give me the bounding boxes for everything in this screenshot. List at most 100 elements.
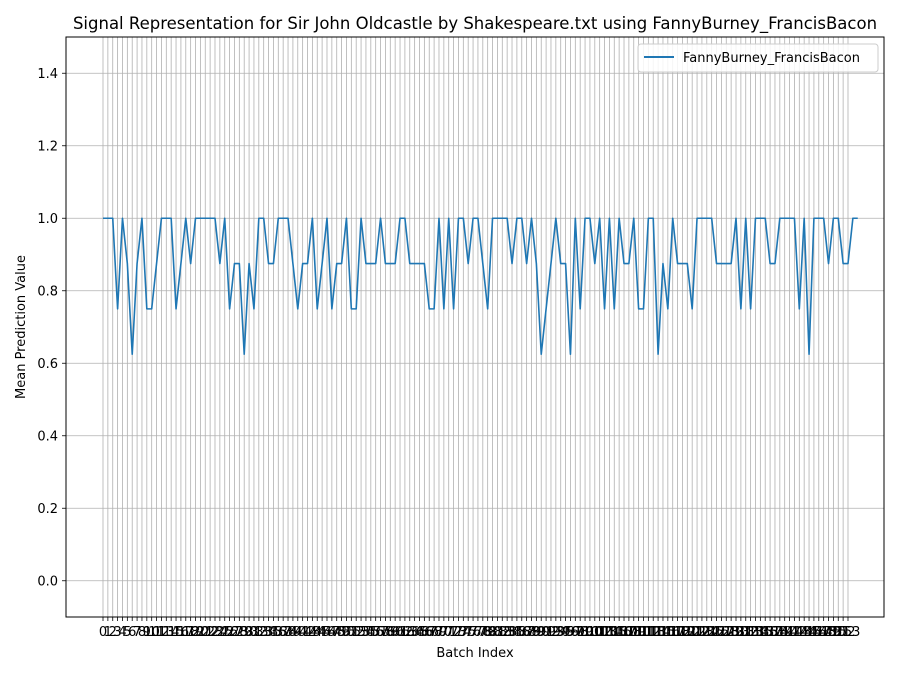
x-tick-label: 70 xyxy=(436,625,453,640)
x-tick-label: 16 xyxy=(173,625,190,640)
x-tick-label: 20 xyxy=(192,625,209,640)
x-tick-label: 125 xyxy=(699,625,724,640)
x-tick-label: 133 xyxy=(738,625,763,640)
x-tick-label: 144 xyxy=(792,625,817,640)
x-tick-label: 153 xyxy=(836,625,861,640)
x-tick-label: 34 xyxy=(260,625,277,640)
x-tick-label: 92 xyxy=(543,625,560,640)
x-tick-label: 67 xyxy=(421,625,438,640)
y-tick-label: 0.2 xyxy=(37,502,58,517)
x-tick-label: 132 xyxy=(733,625,758,640)
x-tick-label: 150 xyxy=(821,625,846,640)
x-tick-label: 57 xyxy=(372,625,389,640)
x-tick-label: 112 xyxy=(636,625,661,640)
x-tick-label: 74 xyxy=(455,625,472,640)
x-tick-label: 116 xyxy=(655,625,680,640)
x-tick-label: 17 xyxy=(178,625,195,640)
x-tick-label: 6 xyxy=(128,625,136,640)
x-tick-label: 29 xyxy=(236,625,253,640)
x-tick-label: 56 xyxy=(367,625,384,640)
x-tick-label: 21 xyxy=(197,625,214,640)
x-tick-label: 49 xyxy=(333,625,350,640)
x-tick-label: 129 xyxy=(719,625,744,640)
x-tick-label: 146 xyxy=(802,625,827,640)
x-tick-label: 142 xyxy=(782,625,807,640)
x-tick-label: 126 xyxy=(704,625,729,640)
x-tick-label: 96 xyxy=(562,625,579,640)
x-tick-label: 98 xyxy=(572,625,589,640)
x-tick-label: 38 xyxy=(280,625,297,640)
x-tick-label: 113 xyxy=(641,625,666,640)
x-tick-label: 27 xyxy=(226,625,243,640)
x-axis-label: Batch Index xyxy=(436,646,514,661)
grid xyxy=(66,37,884,617)
x-tick-label: 66 xyxy=(416,625,433,640)
x-tick-label: 135 xyxy=(748,625,773,640)
x-tick-label: 72 xyxy=(445,625,462,640)
x-tick-label: 33 xyxy=(255,625,272,640)
x-tick-label: 119 xyxy=(670,625,695,640)
x-tick-label: 105 xyxy=(602,625,627,640)
x-tick-label: 137 xyxy=(758,625,783,640)
y-tick-label: 1.2 xyxy=(37,139,58,154)
x-tick-label: 124 xyxy=(694,625,719,640)
x-tick-label: 93 xyxy=(548,625,565,640)
y-tick-label: 0.4 xyxy=(37,429,58,444)
x-tick-label: 102 xyxy=(587,625,612,640)
y-axis-label: Mean Prediction Value xyxy=(14,255,29,399)
x-tick-label: 106 xyxy=(607,625,632,640)
x-tick-label: 140 xyxy=(772,625,797,640)
x-tick-label: 88 xyxy=(523,625,540,640)
chart-title: Signal Representation for Sir John Oldca… xyxy=(73,14,877,34)
x-tick-label: 61 xyxy=(392,625,409,640)
x-tick-label: 0 xyxy=(99,625,107,640)
x-tick-label: 84 xyxy=(504,625,521,640)
x-tick-label: 141 xyxy=(777,625,802,640)
y-axis-ticks: 0.0 0.2 0.4 0.6 0.8 1.0 1.2 1.4 xyxy=(37,67,66,589)
x-tick-label: 51 xyxy=(343,625,360,640)
x-tick-label: 54 xyxy=(358,625,375,640)
plot-frame xyxy=(65,36,885,618)
x-tick-label: 130 xyxy=(724,625,749,640)
x-tick-label: 121 xyxy=(680,625,705,640)
x-tick-label: 79 xyxy=(479,625,496,640)
x-tick-label: 85 xyxy=(509,625,526,640)
x-tick-label: 1 xyxy=(104,625,112,640)
x-tick-label: 139 xyxy=(767,625,792,640)
x-tick-label: 14 xyxy=(163,625,180,640)
x-tick-label: 4 xyxy=(118,625,126,640)
x-tick-label: 35 xyxy=(265,625,282,640)
x-tick-label: 104 xyxy=(597,625,622,640)
x-tick-label: 83 xyxy=(499,625,516,640)
x-tick-label: 99 xyxy=(577,625,594,640)
x-tick-label: 68 xyxy=(426,625,443,640)
x-tick-label: 9 xyxy=(143,625,151,640)
x-tick-label: 52 xyxy=(348,625,365,640)
x-tick-label: 28 xyxy=(231,625,248,640)
x-tick-label: 50 xyxy=(338,625,355,640)
x-tick-label: 122 xyxy=(685,625,710,640)
x-tick-label: 76 xyxy=(465,625,482,640)
y-tick-label: 0.6 xyxy=(37,357,58,372)
x-tick-label: 136 xyxy=(753,625,778,640)
x-tick-label: 36 xyxy=(270,625,287,640)
x-tick-label: 32 xyxy=(251,625,268,640)
x-tick-label: 82 xyxy=(494,625,511,640)
x-tick-label: 26 xyxy=(221,625,238,640)
x-tick-label: 23 xyxy=(207,625,224,640)
x-tick-label: 3 xyxy=(113,625,121,640)
legend-label: FannyBurney_FrancisBacon xyxy=(683,51,860,66)
x-tick-label: 143 xyxy=(787,625,812,640)
x-tick-label: 101 xyxy=(582,625,607,640)
x-tick-label: 59 xyxy=(382,625,399,640)
x-tick-label: 24 xyxy=(212,625,229,640)
x-tick-label: 100 xyxy=(578,625,603,640)
series-lines xyxy=(103,217,858,355)
x-tick-label: 69 xyxy=(431,625,448,640)
x-tick-label: 30 xyxy=(241,625,258,640)
x-tick-label: 90 xyxy=(533,625,550,640)
x-tick-label: 110 xyxy=(626,625,651,640)
y-tick-label: 0.0 xyxy=(37,574,58,589)
x-tick-label: 75 xyxy=(460,625,477,640)
x-tick-label: 8 xyxy=(138,625,146,640)
